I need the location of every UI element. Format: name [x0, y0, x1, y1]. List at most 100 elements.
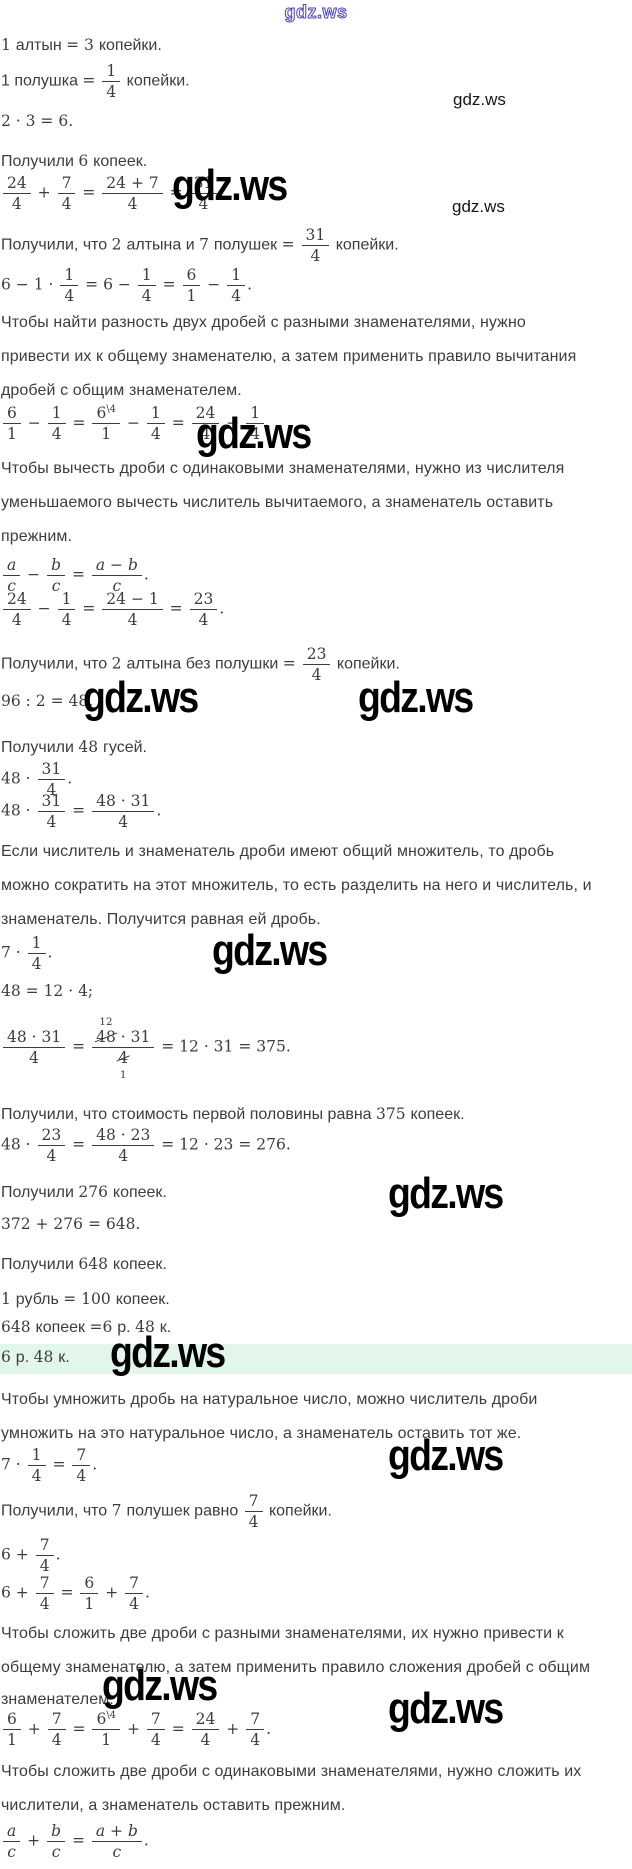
text-span: к. — [58, 1349, 70, 1366]
text-span: копеек. — [93, 153, 148, 170]
math-span: . — [219, 599, 225, 618]
math-span: 2 · 3 = 6. — [1, 112, 74, 130]
text-span: полушек — [213, 236, 282, 254]
text-span: Получили — [1, 1256, 79, 1273]
gdz-watermark-big: gdz.ws — [212, 926, 328, 975]
paragraph-line: Если числитель и знаменатель дроби имеют… — [1, 843, 555, 860]
gdz-watermark-small: gdz.ws — [452, 197, 505, 216]
math-span: . — [266, 413, 271, 432]
math-span: = — [157, 275, 181, 294]
paragraph-line: умножить на это натуральное число, а зна… — [1, 1425, 522, 1442]
math-span: 48 — [135, 1318, 160, 1336]
math-span: 2 — [111, 235, 127, 254]
gdz-watermark-big: gdz.ws — [172, 161, 288, 210]
fraction: 6\4 1 — [92, 1710, 121, 1749]
text-span: Получили — [1, 1184, 79, 1201]
math-span: 7 — [199, 235, 214, 254]
fraction: 48 · 31 4 — [3, 1028, 66, 1067]
text-span: Получили — [1, 739, 79, 756]
math-span: 6 — [78, 152, 94, 170]
math-span: . — [247, 275, 253, 294]
math-span: . — [145, 1583, 150, 1602]
text-span: рубль — [15, 1291, 64, 1308]
math-span: 2 — [111, 654, 127, 673]
fraction: 24 4 — [191, 1710, 220, 1749]
math-span: 48 · — [1, 801, 36, 820]
math-span: = — [67, 1719, 91, 1738]
math-span: 648 — [1, 1318, 36, 1336]
math-span: 7 · — [1, 1455, 26, 1474]
text-span: копейки. — [98, 37, 162, 54]
formula-line: 48 = 12 · 4; — [1, 982, 93, 1001]
math-span: = — [67, 1831, 90, 1850]
fraction: 23 4 — [302, 645, 331, 684]
math-span: 7 · — [1, 943, 26, 962]
math-span: + — [100, 1583, 124, 1602]
gdz-watermark-big: gdz.ws — [102, 1661, 218, 1710]
fraction: 6\4 1 — [92, 404, 121, 443]
text-span: 1 полушка — [1, 72, 83, 90]
formula-line: 2 · 3 = 6. — [1, 112, 73, 131]
text-span: алтын — [15, 37, 67, 54]
text-line: Получили, что 2 алтына и 7 полушек = 31 4… — [1, 226, 399, 265]
answer-highlight — [0, 1344, 632, 1374]
paragraph-line: Чтобы вычесть дроби с одинаковыми знамен… — [1, 460, 565, 477]
math-span: 1 — [1, 36, 16, 54]
math-span: + — [22, 1831, 46, 1850]
fraction: 24 4 — [3, 174, 31, 213]
math-span: 1 — [1, 1290, 16, 1308]
fraction: 23 4 — [37, 1126, 66, 1165]
math-span: 48 — [33, 1348, 59, 1366]
math-span: = — [282, 654, 301, 673]
text-span: Получили, что — [1, 655, 112, 673]
text-span: копеек. — [112, 1184, 167, 1201]
math-span: 375 — [376, 1105, 411, 1123]
math-span: + — [22, 1719, 46, 1738]
text-line: Получили 48 гусей. — [1, 738, 147, 757]
math-span: . — [92, 1455, 98, 1474]
fraction: 24 4 — [3, 590, 31, 629]
fraction: 31 4 — [37, 760, 66, 799]
math-span: =6 — [89, 1318, 118, 1336]
text-span: Получили, что — [1, 236, 112, 254]
paragraph-line: знаменатель. Получится равная ей дробь. — [1, 911, 321, 928]
math-span: . — [143, 565, 149, 584]
math-span: 648 — [78, 1255, 113, 1273]
fraction: 23 4 — [189, 590, 218, 629]
math-span: = 100 — [63, 1290, 116, 1308]
math-span: . — [55, 1545, 61, 1564]
paragraph-line: дробей с общим знаменателем. — [1, 382, 242, 399]
math-span: . — [219, 183, 225, 202]
math-span: = — [164, 599, 188, 618]
gdz-watermark-small: gdz.ws — [453, 90, 506, 109]
text-span: гусей. — [103, 739, 147, 756]
paragraph-line: общему знаменателю, а затем применить пр… — [1, 1659, 591, 1676]
gdz-watermark-big: gdz.ws — [196, 409, 312, 458]
math-span: 48 · — [1, 1135, 36, 1154]
math-span: 6 + — [1, 1583, 34, 1602]
math-span: + — [221, 1719, 245, 1738]
